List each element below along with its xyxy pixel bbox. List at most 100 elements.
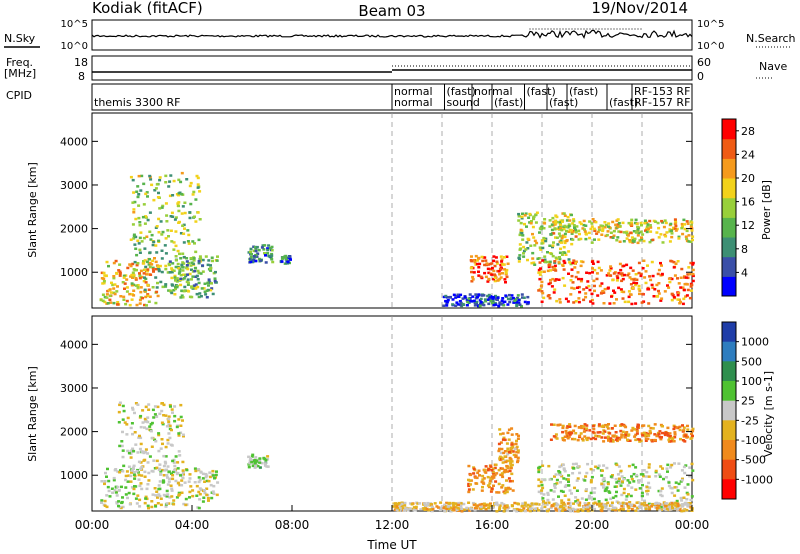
echo-cell <box>157 239 161 243</box>
echo-cell <box>611 236 615 239</box>
echo-cell <box>478 474 481 477</box>
echo-cell <box>688 272 692 276</box>
echo-cell <box>666 284 669 287</box>
echo-cell <box>200 287 204 290</box>
echo-cell <box>582 288 586 291</box>
echo-cell <box>507 438 511 441</box>
echo-cell <box>683 283 687 286</box>
echo-cell <box>552 502 556 506</box>
echo-cell <box>258 459 262 462</box>
echo-cell <box>150 233 154 237</box>
echo-cell <box>662 225 666 229</box>
echo-cell <box>183 227 186 230</box>
echo-cell <box>146 461 150 464</box>
echo-cell <box>675 426 679 429</box>
echo-cell <box>205 289 209 292</box>
echo-cell <box>494 502 497 506</box>
echo-cell <box>179 415 183 419</box>
echo-cell <box>514 442 518 446</box>
y-tick-label: 4000 <box>60 135 88 148</box>
echo-cell <box>495 472 499 475</box>
echo-cell <box>163 460 167 464</box>
echo-cell <box>649 278 653 282</box>
echo-cell <box>105 296 109 299</box>
echo-cell <box>155 286 159 289</box>
echo-cell <box>606 230 610 233</box>
echo-cell <box>610 295 613 298</box>
colorbar-swatch <box>722 237 736 258</box>
colorbar-tick-label: 100 <box>741 375 762 388</box>
echo-cell <box>147 263 151 266</box>
echo-cell <box>558 298 562 301</box>
echo-cell <box>197 260 201 263</box>
echo-cell <box>598 505 602 508</box>
echo-cell <box>463 295 467 299</box>
echo-cell <box>179 424 183 427</box>
echo-cell <box>517 298 521 302</box>
echo-cell <box>638 289 642 292</box>
echo-cell <box>685 498 689 501</box>
echo-cell <box>253 245 257 249</box>
echo-cell <box>606 437 610 441</box>
echo-cell <box>207 278 211 281</box>
echo-cell <box>558 256 561 259</box>
echo-cell <box>549 269 553 272</box>
echo-cell <box>511 450 515 453</box>
echo-cell <box>498 301 502 304</box>
echo-cell <box>158 494 162 498</box>
echo-cell <box>616 223 620 226</box>
echo-cell <box>137 193 141 196</box>
echo-cell <box>679 496 683 500</box>
echo-cell <box>567 258 571 261</box>
echo-cell <box>615 500 619 503</box>
echo-cell <box>638 292 641 296</box>
echo-cell <box>167 432 171 435</box>
echo-cell <box>563 241 567 245</box>
echo-cell <box>614 477 618 481</box>
echo-cell <box>461 297 465 300</box>
cpid-entry: normal <box>394 85 433 98</box>
echo-cell <box>641 292 645 296</box>
echo-cell <box>467 490 471 494</box>
echo-cell <box>649 226 653 229</box>
echo-cell <box>183 285 187 289</box>
echo-cell <box>121 281 125 284</box>
echo-cell <box>167 502 171 505</box>
echo-cell <box>249 260 253 264</box>
power-ylabel: Slant Range [km] <box>26 162 39 258</box>
echo-cell <box>501 272 504 275</box>
echo-cell <box>189 202 193 206</box>
echo-cell <box>492 472 496 475</box>
echo-cell <box>551 277 555 281</box>
echo-cell <box>620 290 624 293</box>
echo-cell <box>573 226 576 229</box>
echo-cell <box>629 283 633 286</box>
echo-cell <box>637 424 640 427</box>
echo-cell <box>572 429 576 432</box>
echo-cell <box>181 266 185 269</box>
echo-cell <box>644 475 648 478</box>
echo-cell <box>408 502 412 505</box>
echo-cell <box>128 303 132 307</box>
echo-cell <box>634 218 638 222</box>
echo-cell <box>187 261 191 265</box>
echo-cell <box>604 223 608 227</box>
echo-cell <box>563 485 567 488</box>
echo-cell <box>127 474 131 477</box>
echo-cell <box>157 268 161 271</box>
echo-cell <box>670 491 674 495</box>
echo-cell <box>457 503 460 507</box>
echo-cell <box>493 264 497 268</box>
echo-cell <box>582 505 586 509</box>
echo-cell <box>252 258 256 262</box>
echo-cell <box>619 230 623 234</box>
echo-cell <box>619 424 623 427</box>
echo-cell <box>484 300 488 303</box>
colorbar-swatch <box>722 138 736 159</box>
echo-cell <box>149 423 153 426</box>
echo-cell <box>674 501 678 505</box>
echo-cell <box>139 269 143 273</box>
echo-cell <box>486 475 490 479</box>
echo-cell <box>603 287 607 291</box>
echo-cell <box>170 283 174 286</box>
